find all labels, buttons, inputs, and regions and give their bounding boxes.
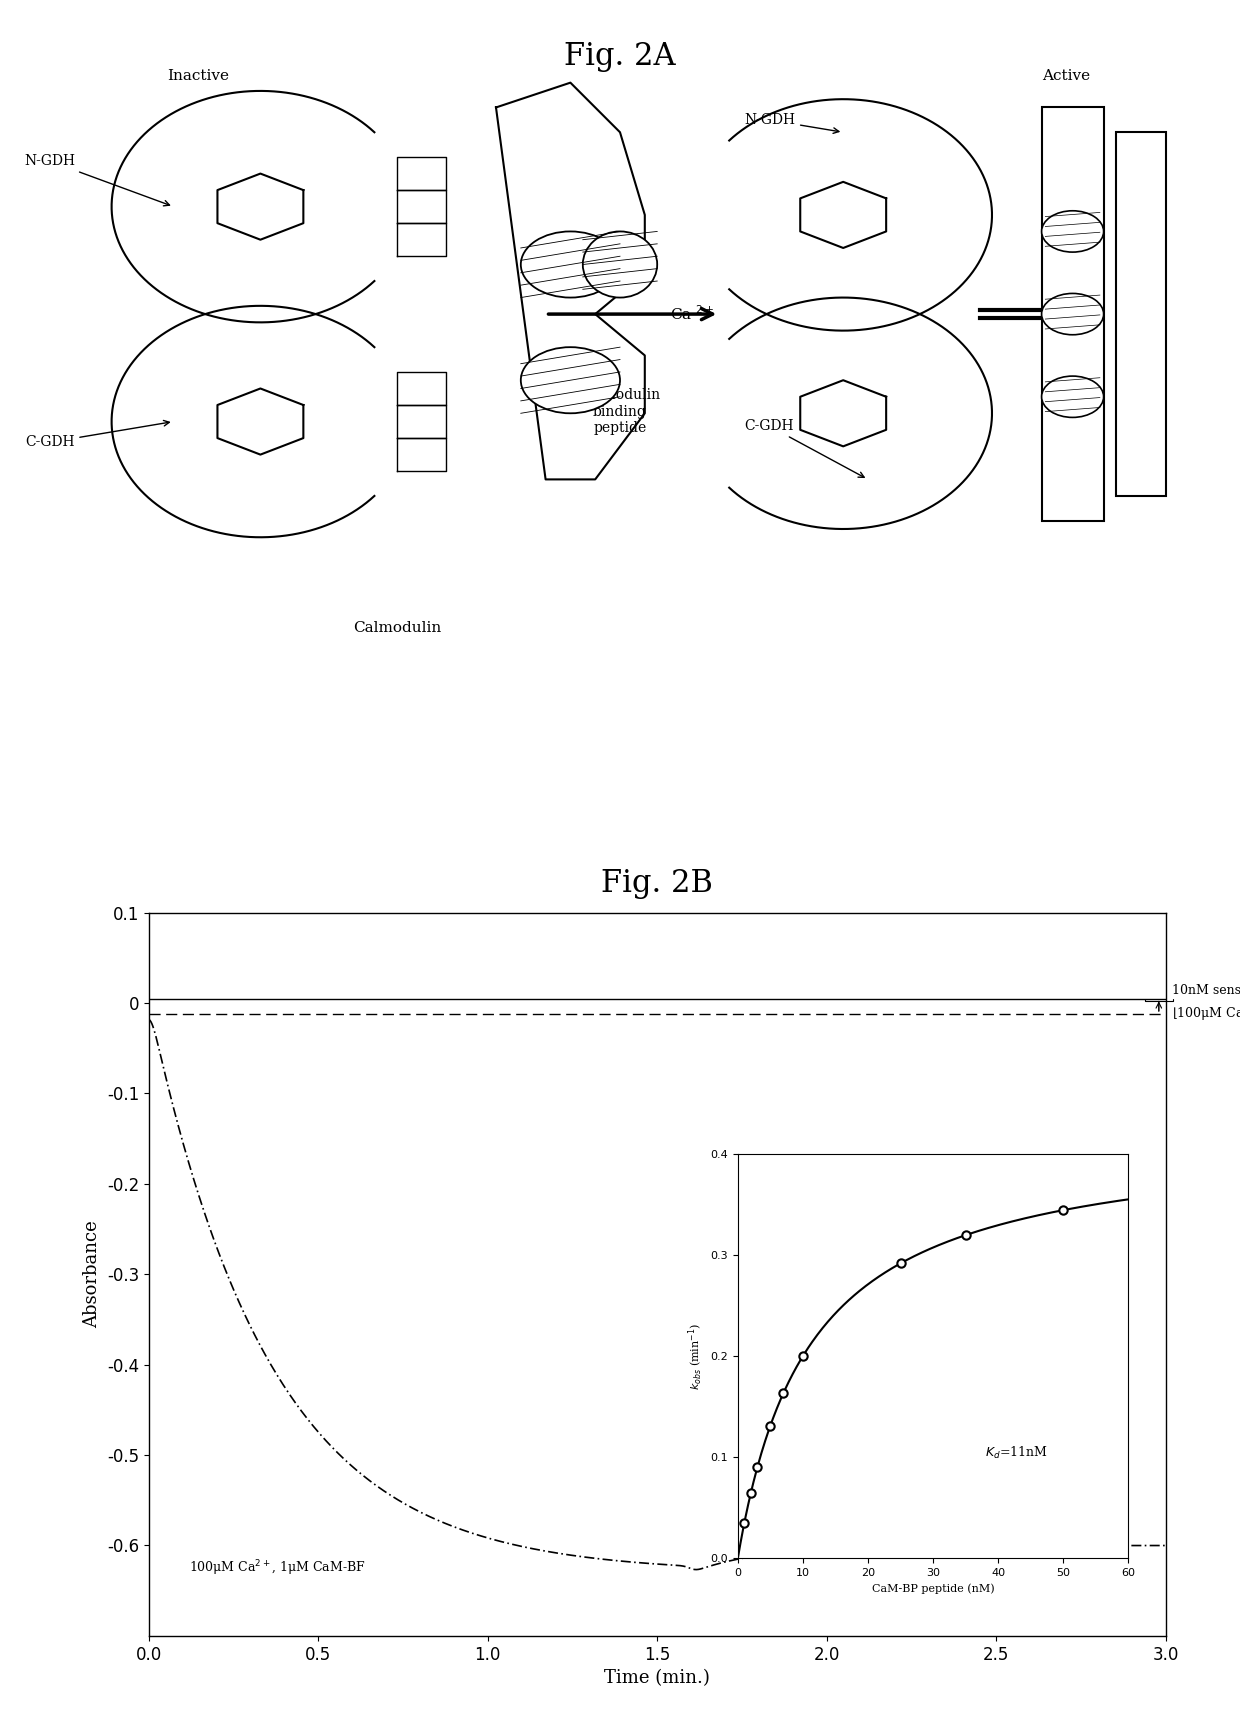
Polygon shape [217, 389, 304, 455]
Title: Fig. 2B: Fig. 2B [601, 868, 713, 899]
Text: C-GDH: C-GDH [25, 420, 170, 449]
Text: Fig. 2A: Fig. 2A [564, 41, 676, 72]
Polygon shape [397, 224, 446, 257]
Circle shape [521, 348, 620, 413]
Y-axis label: Absorbance: Absorbance [83, 1221, 102, 1328]
Polygon shape [800, 183, 887, 248]
Polygon shape [397, 157, 446, 189]
Circle shape [1042, 375, 1104, 417]
Text: $K_d$=11nM: $K_d$=11nM [985, 1445, 1048, 1462]
Text: Calmodulin
binding
peptide: Calmodulin binding peptide [579, 389, 661, 436]
Y-axis label: $k_{obs}$ (min$^{-1}$): $k_{obs}$ (min$^{-1}$) [687, 1322, 704, 1390]
Polygon shape [729, 100, 992, 331]
X-axis label: Time (min.): Time (min.) [604, 1669, 711, 1688]
Circle shape [1042, 210, 1104, 251]
Polygon shape [217, 174, 304, 239]
Text: Active: Active [1043, 69, 1090, 83]
Polygon shape [397, 405, 446, 437]
X-axis label: CaM-BP peptide (nM): CaM-BP peptide (nM) [872, 1584, 994, 1595]
Text: Ca $^{2+}$: Ca $^{2+}$ [670, 305, 714, 324]
Text: C-GDH: C-GDH [744, 418, 864, 477]
Circle shape [1042, 293, 1104, 334]
Text: 10nM sensor: 10nM sensor [1172, 983, 1240, 997]
Polygon shape [112, 91, 374, 322]
Ellipse shape [583, 231, 657, 298]
Polygon shape [729, 298, 992, 529]
Text: 100μM Ca$^{2+}$, 1μM CaM-BF: 100μM Ca$^{2+}$, 1μM CaM-BF [190, 1558, 366, 1577]
Polygon shape [397, 372, 446, 405]
Polygon shape [112, 307, 374, 537]
Text: N-GDH: N-GDH [25, 155, 170, 207]
Polygon shape [397, 189, 446, 224]
Polygon shape [496, 83, 645, 479]
Circle shape [521, 231, 620, 298]
Polygon shape [397, 437, 446, 472]
Polygon shape [800, 381, 887, 446]
Bar [1042, 107, 1104, 520]
Text: N-GDH: N-GDH [744, 114, 839, 133]
Text: $\mathsf{\lfloor}$100μM Ca$^{2+}$: $\mathsf{\lfloor}$100μM Ca$^{2+}$ [1172, 1004, 1240, 1025]
Text: Inactive: Inactive [167, 69, 229, 83]
Text: Calmodulin: Calmodulin [352, 622, 441, 635]
Bar [1116, 133, 1166, 496]
